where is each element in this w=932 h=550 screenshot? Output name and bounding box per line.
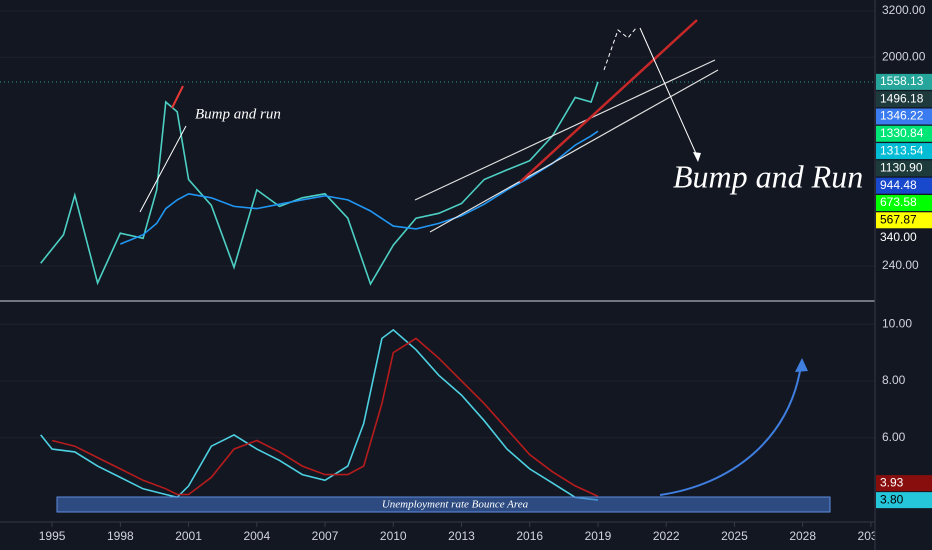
- price-tag-label: 1346.22: [880, 109, 924, 123]
- price-tag: [876, 229, 932, 246]
- y-tick-label: 6.00: [882, 430, 906, 444]
- x-tick-label: 2001: [175, 529, 202, 543]
- x-tick-label: 2028: [789, 529, 816, 543]
- x-tick-label: 2004: [243, 529, 270, 543]
- y-tick-label: 3200.00: [882, 3, 926, 17]
- projection-arrow: [639, 27, 699, 159]
- x-tick-label: 2025: [721, 529, 748, 543]
- price-tag: [876, 125, 932, 142]
- annotation: Bump and Run: [673, 158, 863, 194]
- x-tick-label: 2019: [585, 529, 612, 543]
- price-tag-label: 567.87: [880, 212, 917, 226]
- price-tag: [876, 160, 932, 177]
- price-tag-label: 3.93: [880, 475, 904, 489]
- x-tick-label: 2013: [448, 529, 475, 543]
- price-tag: [876, 492, 932, 509]
- x-tick-label: 2016: [516, 529, 543, 543]
- price-tag-label: 340.00: [880, 230, 917, 244]
- bounce-area: [56, 496, 831, 513]
- plot-area: 1995 1998 2001 2004 2007 2010 2013 2016 2019 2022…: [0, 10, 885, 543]
- trend-line: [139, 125, 187, 213]
- x-tick-label: 2010: [380, 529, 407, 543]
- x-tick-label: 1998: [107, 529, 134, 543]
- price-tag: [876, 108, 932, 125]
- x-tick-label: 2022: [653, 529, 680, 543]
- series-line: [119, 130, 599, 245]
- price-tag-label: 1313.54: [880, 143, 924, 157]
- arrow-head: [795, 358, 808, 372]
- price-tag: [876, 91, 932, 108]
- price-tag: [876, 73, 932, 90]
- price-tag: [876, 194, 932, 211]
- series-line: [51, 337, 599, 498]
- y-tick-label: 8.00: [882, 373, 906, 387]
- price-tag: [876, 475, 932, 492]
- series-line: [40, 81, 599, 286]
- y-tick-label: 240.00: [882, 258, 919, 272]
- series-line: [40, 328, 599, 501]
- y-tick-label: 2000.00: [882, 49, 926, 63]
- price-tag: [876, 143, 932, 160]
- trend-line: [171, 85, 184, 109]
- projection-arrow: [603, 27, 637, 71]
- arrow-head: [693, 152, 701, 162]
- x-tick-label: 1995: [39, 529, 66, 543]
- price-tag: [876, 212, 932, 229]
- y-tick-label: 10.00: [882, 316, 912, 330]
- price-tag-label: 1130.90: [880, 161, 923, 175]
- trend-line: [429, 69, 719, 233]
- price-tag-label: 944.48: [880, 178, 917, 192]
- price-tag-label: 1330.84: [880, 126, 924, 140]
- trend-line: [519, 19, 698, 183]
- price-tag-label: 1496.18: [880, 91, 924, 105]
- price-tag-label: 3.80: [880, 492, 904, 506]
- x-tick-label: 2007: [312, 529, 339, 543]
- y-axis: 3200.00 2000.00 240.00 1558.13 1496.18 1346.2…: [876, 3, 932, 509]
- annotation: Unemployment rate Bounce Area: [382, 499, 529, 511]
- annotation: Bump and run: [195, 106, 281, 122]
- price-tag-label: 1558.13: [880, 74, 924, 88]
- price-tag: [876, 177, 932, 194]
- price-tag-label: 673.58: [880, 195, 917, 209]
- projection-arrow: [659, 364, 802, 496]
